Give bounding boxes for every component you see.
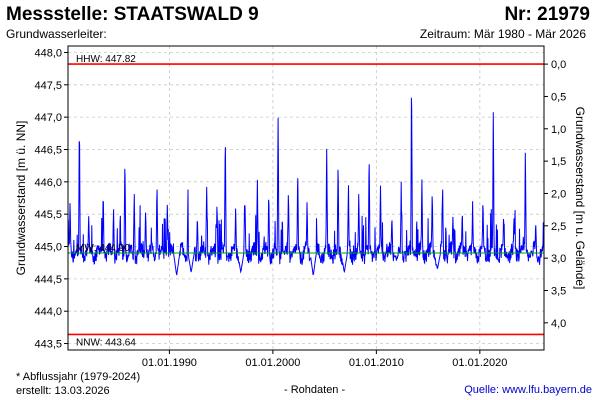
station-title: Messstelle: STAATSWALD 9 <box>6 4 259 25</box>
ref-label-hhw: HHW: 447.82 <box>76 54 136 65</box>
raw-data-note: - Rohdaten - <box>284 384 346 396</box>
plot-background <box>68 46 544 350</box>
series-group <box>67 97 545 276</box>
station-number: Nr: 21979 <box>504 4 590 25</box>
y-axis-right: 0,0 0,5 1,0 1,5 2,0 2,5 3,0 3,5 4,0 <box>544 59 566 330</box>
y2-tick-label: 2,5 <box>551 221 566 233</box>
x-tick-label: 01.01.2010 <box>349 357 404 369</box>
y-tick-label: 446,5 <box>34 144 62 156</box>
y-tick-label: 447,0 <box>34 112 62 124</box>
y-tick-label: 443,5 <box>34 339 62 351</box>
y-tick-label: 444,0 <box>34 306 62 318</box>
footnote-abflussjahr: * Abflussjahr (1979-2024) <box>16 371 141 383</box>
y2-tick-label: 1,5 <box>551 156 566 168</box>
plot-frame <box>67 45 545 351</box>
y2-axis-label: Grundwasserstand [m u. Gelände] <box>573 107 587 290</box>
source-link[interactable]: Quelle: www.lfu.bayern.de <box>464 384 592 396</box>
created-date: erstellt: 13.03.2026 <box>16 385 110 397</box>
y2-tick-label: 1,0 <box>551 124 566 136</box>
y2-tick-label: 2,0 <box>551 188 566 200</box>
period-label: Zeitraum: Mär 1980 - Mär 2026 <box>419 27 586 41</box>
y-tick-label: 447,5 <box>34 80 62 92</box>
y-axis-label: Grundwasserstand [m ü. NN] <box>14 121 28 276</box>
y-tick-label: 445,0 <box>34 242 62 254</box>
reference-lines: HHW: 447.82 MW: 444.90 NNW: 443.64 <box>68 54 544 348</box>
y-tick-label: 445,5 <box>34 209 62 221</box>
aquifer-label: Grundwasserleiter: <box>6 27 107 41</box>
x-tick-label: 01.01.2000 <box>245 357 300 369</box>
series-line <box>67 97 545 276</box>
y-axis-left: 443,5 444,0 444,5 445,0 445,5 446,0 446,5 447,0… <box>34 47 68 351</box>
y2-tick-label: 3,5 <box>551 285 566 297</box>
ref-label-mw: MW: 444.90 <box>76 243 130 254</box>
x-tick-label: 01.01.2020 <box>452 357 507 369</box>
ref-label-nnw: NNW: 443.64 <box>76 337 136 348</box>
x-tick-label: 01.01.1990 <box>142 357 197 369</box>
y-tick-label: 448,0 <box>34 47 62 59</box>
x-axis: 01.01.1990 01.01.2000 01.01.2010 01.01.2020 <box>142 350 507 369</box>
grid-lines <box>68 46 544 350</box>
y-tick-label: 446,0 <box>34 177 62 189</box>
y2-tick-label: 0,5 <box>551 91 566 103</box>
y2-tick-label: 0,0 <box>551 59 566 71</box>
y2-tick-label: 3,0 <box>551 253 566 265</box>
y2-tick-label: 4,0 <box>551 318 566 330</box>
y-tick-label: 444,5 <box>34 274 62 286</box>
